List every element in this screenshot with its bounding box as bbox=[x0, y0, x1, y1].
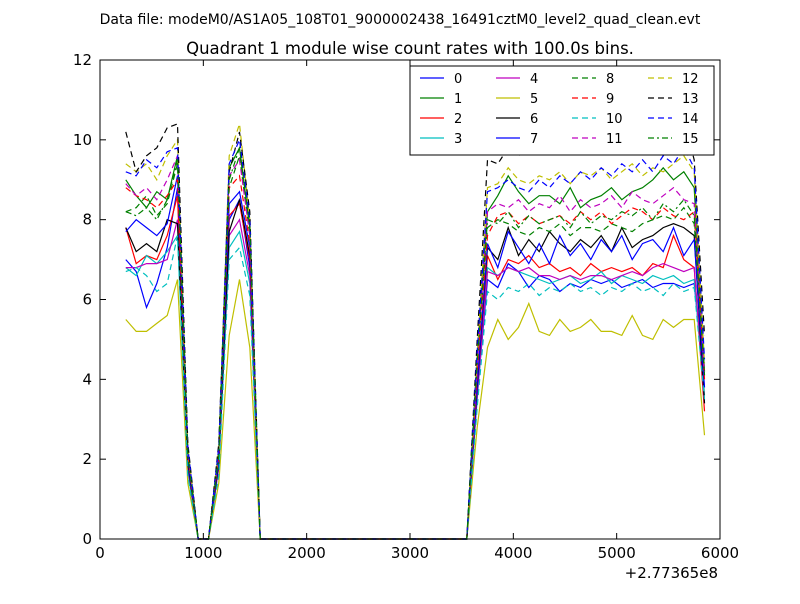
x-tick-label: 4000 bbox=[494, 544, 532, 562]
series-line-8 bbox=[125, 155, 706, 540]
y-tick-label: 6 bbox=[82, 291, 92, 309]
chart-title: Quadrant 1 module wise count rates with … bbox=[186, 39, 634, 58]
x-tick-label: 2000 bbox=[288, 544, 326, 562]
legend-box bbox=[409, 65, 715, 156]
series-line-1 bbox=[125, 145, 706, 540]
series-line-15 bbox=[125, 147, 706, 540]
legend-label-13: 13 bbox=[682, 92, 699, 107]
legend-label-8: 8 bbox=[606, 72, 614, 87]
legend-label-1: 1 bbox=[454, 92, 462, 107]
y-tick-label: 8 bbox=[82, 211, 92, 229]
series-line-6 bbox=[125, 199, 706, 540]
x-tick-label: 1000 bbox=[184, 544, 222, 562]
legend-label-6: 6 bbox=[530, 112, 538, 127]
y-tick-label: 2 bbox=[82, 450, 92, 468]
series-line-4 bbox=[125, 218, 706, 540]
y-tick-label: 0 bbox=[82, 530, 92, 548]
legend-label-11: 11 bbox=[606, 132, 623, 147]
series-line-9 bbox=[125, 174, 706, 540]
legend-label-0: 0 bbox=[454, 72, 462, 87]
legend-label-4: 4 bbox=[530, 72, 538, 87]
series-line-12 bbox=[125, 123, 706, 540]
legend-label-14: 14 bbox=[682, 112, 699, 127]
x-tick-label: 5000 bbox=[598, 544, 636, 562]
series-line-13 bbox=[125, 118, 706, 540]
series-line-14 bbox=[125, 137, 706, 540]
series-line-7 bbox=[125, 175, 706, 540]
y-tick-label: 10 bbox=[73, 131, 92, 149]
legend-label-9: 9 bbox=[606, 92, 614, 107]
legend-label-5: 5 bbox=[530, 92, 538, 107]
series-line-0 bbox=[125, 187, 706, 540]
x-tick-label: 3000 bbox=[391, 544, 429, 562]
legend-label-7: 7 bbox=[530, 132, 538, 147]
legend-label-15: 15 bbox=[682, 132, 699, 147]
legend-label-3: 3 bbox=[454, 132, 462, 147]
y-tick-label: 4 bbox=[82, 370, 92, 388]
series-layer bbox=[125, 118, 706, 540]
data-file-suptitle: Data file: modeM0/AS1A05_108T01_90000024… bbox=[100, 12, 701, 28]
series-line-10 bbox=[125, 235, 706, 540]
x-tick-label: 0 bbox=[95, 544, 105, 562]
y-tick-label: 12 bbox=[73, 51, 92, 69]
legend-label-12: 12 bbox=[682, 72, 699, 87]
x-tick-label: 6000 bbox=[701, 544, 739, 562]
series-line-2 bbox=[125, 195, 706, 540]
legend-label-10: 10 bbox=[606, 112, 623, 127]
x-axis-offset-label: +2.77365e8 bbox=[625, 564, 718, 582]
series-line-11 bbox=[125, 155, 706, 540]
legend-label-2: 2 bbox=[454, 112, 462, 127]
